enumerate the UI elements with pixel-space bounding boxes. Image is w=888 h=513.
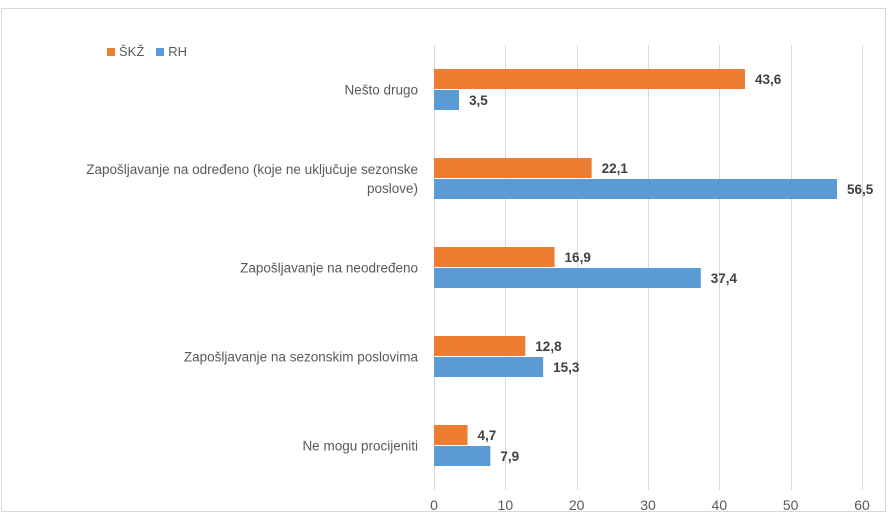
- legend-item-skz: ŠKŽ: [107, 44, 144, 59]
- data-label-skz-ne-mogu-procijeniti: 4,7: [478, 428, 497, 443]
- chart-border: [1, 8, 886, 512]
- legend-swatch-rh: [156, 47, 165, 56]
- category-label-zaposljavanje-na-odredeno-koje-ne-ukljucuje-sezonske-poslove-line-2: poslove): [367, 181, 418, 196]
- x-tick-label-60: 60: [854, 497, 870, 513]
- bar-rh-zaposljavanje-na-sezonskim-poslovima: [434, 357, 544, 377]
- data-label-skz-zaposljavanje-na-neodredeno: 16,9: [565, 250, 591, 265]
- data-label-skz-zaposljavanje-na-sezonskim-poslovima: 12,8: [535, 339, 562, 354]
- chart-legend: ŠKŽ RH: [107, 44, 187, 59]
- x-tick-label-40: 40: [712, 497, 728, 513]
- x-tick-label-50: 50: [783, 497, 799, 513]
- bar-skz-ne-mogu-procijeniti: [434, 425, 468, 445]
- legend-label-skz: ŠKŽ: [119, 44, 145, 59]
- data-label-rh-zaposljavanje-na-neodredeno: 37,4: [711, 271, 738, 286]
- bar-skz-zaposljavanje-na-neodredeno: [434, 247, 555, 267]
- data-label-skz-nesto-drugo: 43,6: [755, 72, 782, 87]
- category-label-nesto-drugo: Nešto drugo: [344, 83, 418, 98]
- data-label-rh-nesto-drugo: 3,5: [469, 93, 488, 108]
- bar-rh-zaposljavanje-na-neodredeno: [434, 268, 701, 288]
- data-label-rh-zaposljavanje-na-sezonskim-poslovima: 15,3: [553, 360, 580, 375]
- legend-swatch-skz: [107, 47, 115, 56]
- data-label-rh-zaposljavanje-na-odredeno-koje-ne-ukljucuje-sezonske-poslove: 56,5: [847, 182, 874, 197]
- x-tick-label-0: 0: [430, 497, 438, 513]
- x-tick-label-10: 10: [498, 497, 514, 513]
- bar-skz-zaposljavanje-na-odredeno-koje-ne-ukljucuje-sezonske-poslove: [434, 158, 592, 178]
- x-tick-label-30: 30: [640, 497, 656, 513]
- category-label-ne-mogu-procijeniti: Ne mogu procijeniti: [302, 439, 418, 454]
- category-label-zaposljavanje-na-sezonskim-poslovima: Zapošljavanje na sezonskim poslovima: [184, 350, 419, 365]
- bar-rh-zaposljavanje-na-odredeno-koje-ne-ukljucuje-sezonske-poslove: [434, 179, 838, 199]
- x-tick-label-20: 20: [569, 497, 585, 513]
- bar-skz-zaposljavanje-na-sezonskim-poslovima: [434, 336, 526, 356]
- bar-rh-nesto-drugo: [434, 90, 459, 110]
- bar-rh-ne-mogu-procijeniti: [434, 446, 491, 466]
- category-label-zaposljavanje-na-neodredeno: Zapošljavanje na neodređeno: [240, 261, 418, 276]
- category-label-zaposljavanje-na-odredeno-koje-ne-ukljucuje-sezonske-poslove-line-1: Zapošljavanje na određeno (koje ne uklju…: [86, 162, 418, 177]
- data-label-skz-zaposljavanje-na-odredeno-koje-ne-ukljucuje-sezonske-poslove: 22,1: [602, 161, 629, 176]
- legend-label-rh: RH: [168, 44, 188, 59]
- legend-item-rh: RH: [156, 44, 187, 59]
- data-label-rh-ne-mogu-procijeniti: 7,9: [500, 449, 519, 464]
- bar-skz-nesto-drugo: [434, 69, 746, 89]
